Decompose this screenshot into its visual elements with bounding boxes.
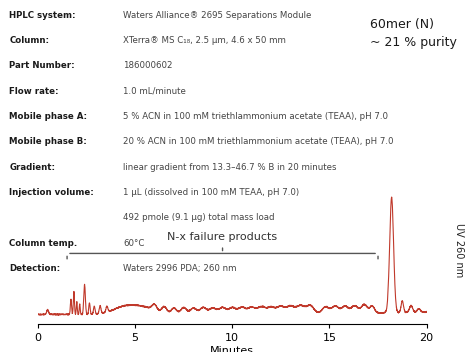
Text: Part Number:: Part Number: xyxy=(9,61,75,70)
X-axis label: Minutes: Minutes xyxy=(210,346,254,352)
Text: Gradient:: Gradient: xyxy=(9,163,55,172)
Text: HPLC system:: HPLC system: xyxy=(9,11,76,20)
Text: 186000602: 186000602 xyxy=(123,61,173,70)
Text: Mobile phase B:: Mobile phase B: xyxy=(9,137,87,146)
Text: 5 % ACN in 100 mM triethlammonium acetate (TEAA), pH 7.0: 5 % ACN in 100 mM triethlammonium acetat… xyxy=(123,112,388,121)
Text: linear gradient from 13.3–46.7 % B in 20 minutes: linear gradient from 13.3–46.7 % B in 20… xyxy=(123,163,337,172)
Text: N-x failure products: N-x failure products xyxy=(167,232,278,242)
Text: Column temp.: Column temp. xyxy=(9,239,78,248)
Text: UV 260 nm: UV 260 nm xyxy=(454,223,464,277)
Text: Waters Alliance® 2695 Separations Module: Waters Alliance® 2695 Separations Module xyxy=(123,11,311,20)
Text: 20 % ACN in 100 mM triethlammonium acetate (TEAA), pH 7.0: 20 % ACN in 100 mM triethlammonium aceta… xyxy=(123,137,394,146)
Text: Mobile phase A:: Mobile phase A: xyxy=(9,112,88,121)
Text: Column:: Column: xyxy=(9,36,49,45)
Text: 1 μL (dissolved in 100 mM TEAA, pH 7.0): 1 μL (dissolved in 100 mM TEAA, pH 7.0) xyxy=(123,188,300,197)
Text: XTerra® MS C₁₈, 2.5 μm, 4.6 x 50 mm: XTerra® MS C₁₈, 2.5 μm, 4.6 x 50 mm xyxy=(123,36,286,45)
Text: Injection volume:: Injection volume: xyxy=(9,188,94,197)
Text: 60mer (N)
~ 21 % purity: 60mer (N) ~ 21 % purity xyxy=(370,18,456,49)
Text: 492 pmole (9.1 μg) total mass load: 492 pmole (9.1 μg) total mass load xyxy=(123,213,275,222)
Text: Detection:: Detection: xyxy=(9,264,61,273)
Text: Flow rate:: Flow rate: xyxy=(9,87,59,96)
Text: Waters 2996 PDA; 260 nm: Waters 2996 PDA; 260 nm xyxy=(123,264,237,273)
Text: 1.0 mL/minute: 1.0 mL/minute xyxy=(123,87,186,96)
Text: 60°C: 60°C xyxy=(123,239,145,248)
